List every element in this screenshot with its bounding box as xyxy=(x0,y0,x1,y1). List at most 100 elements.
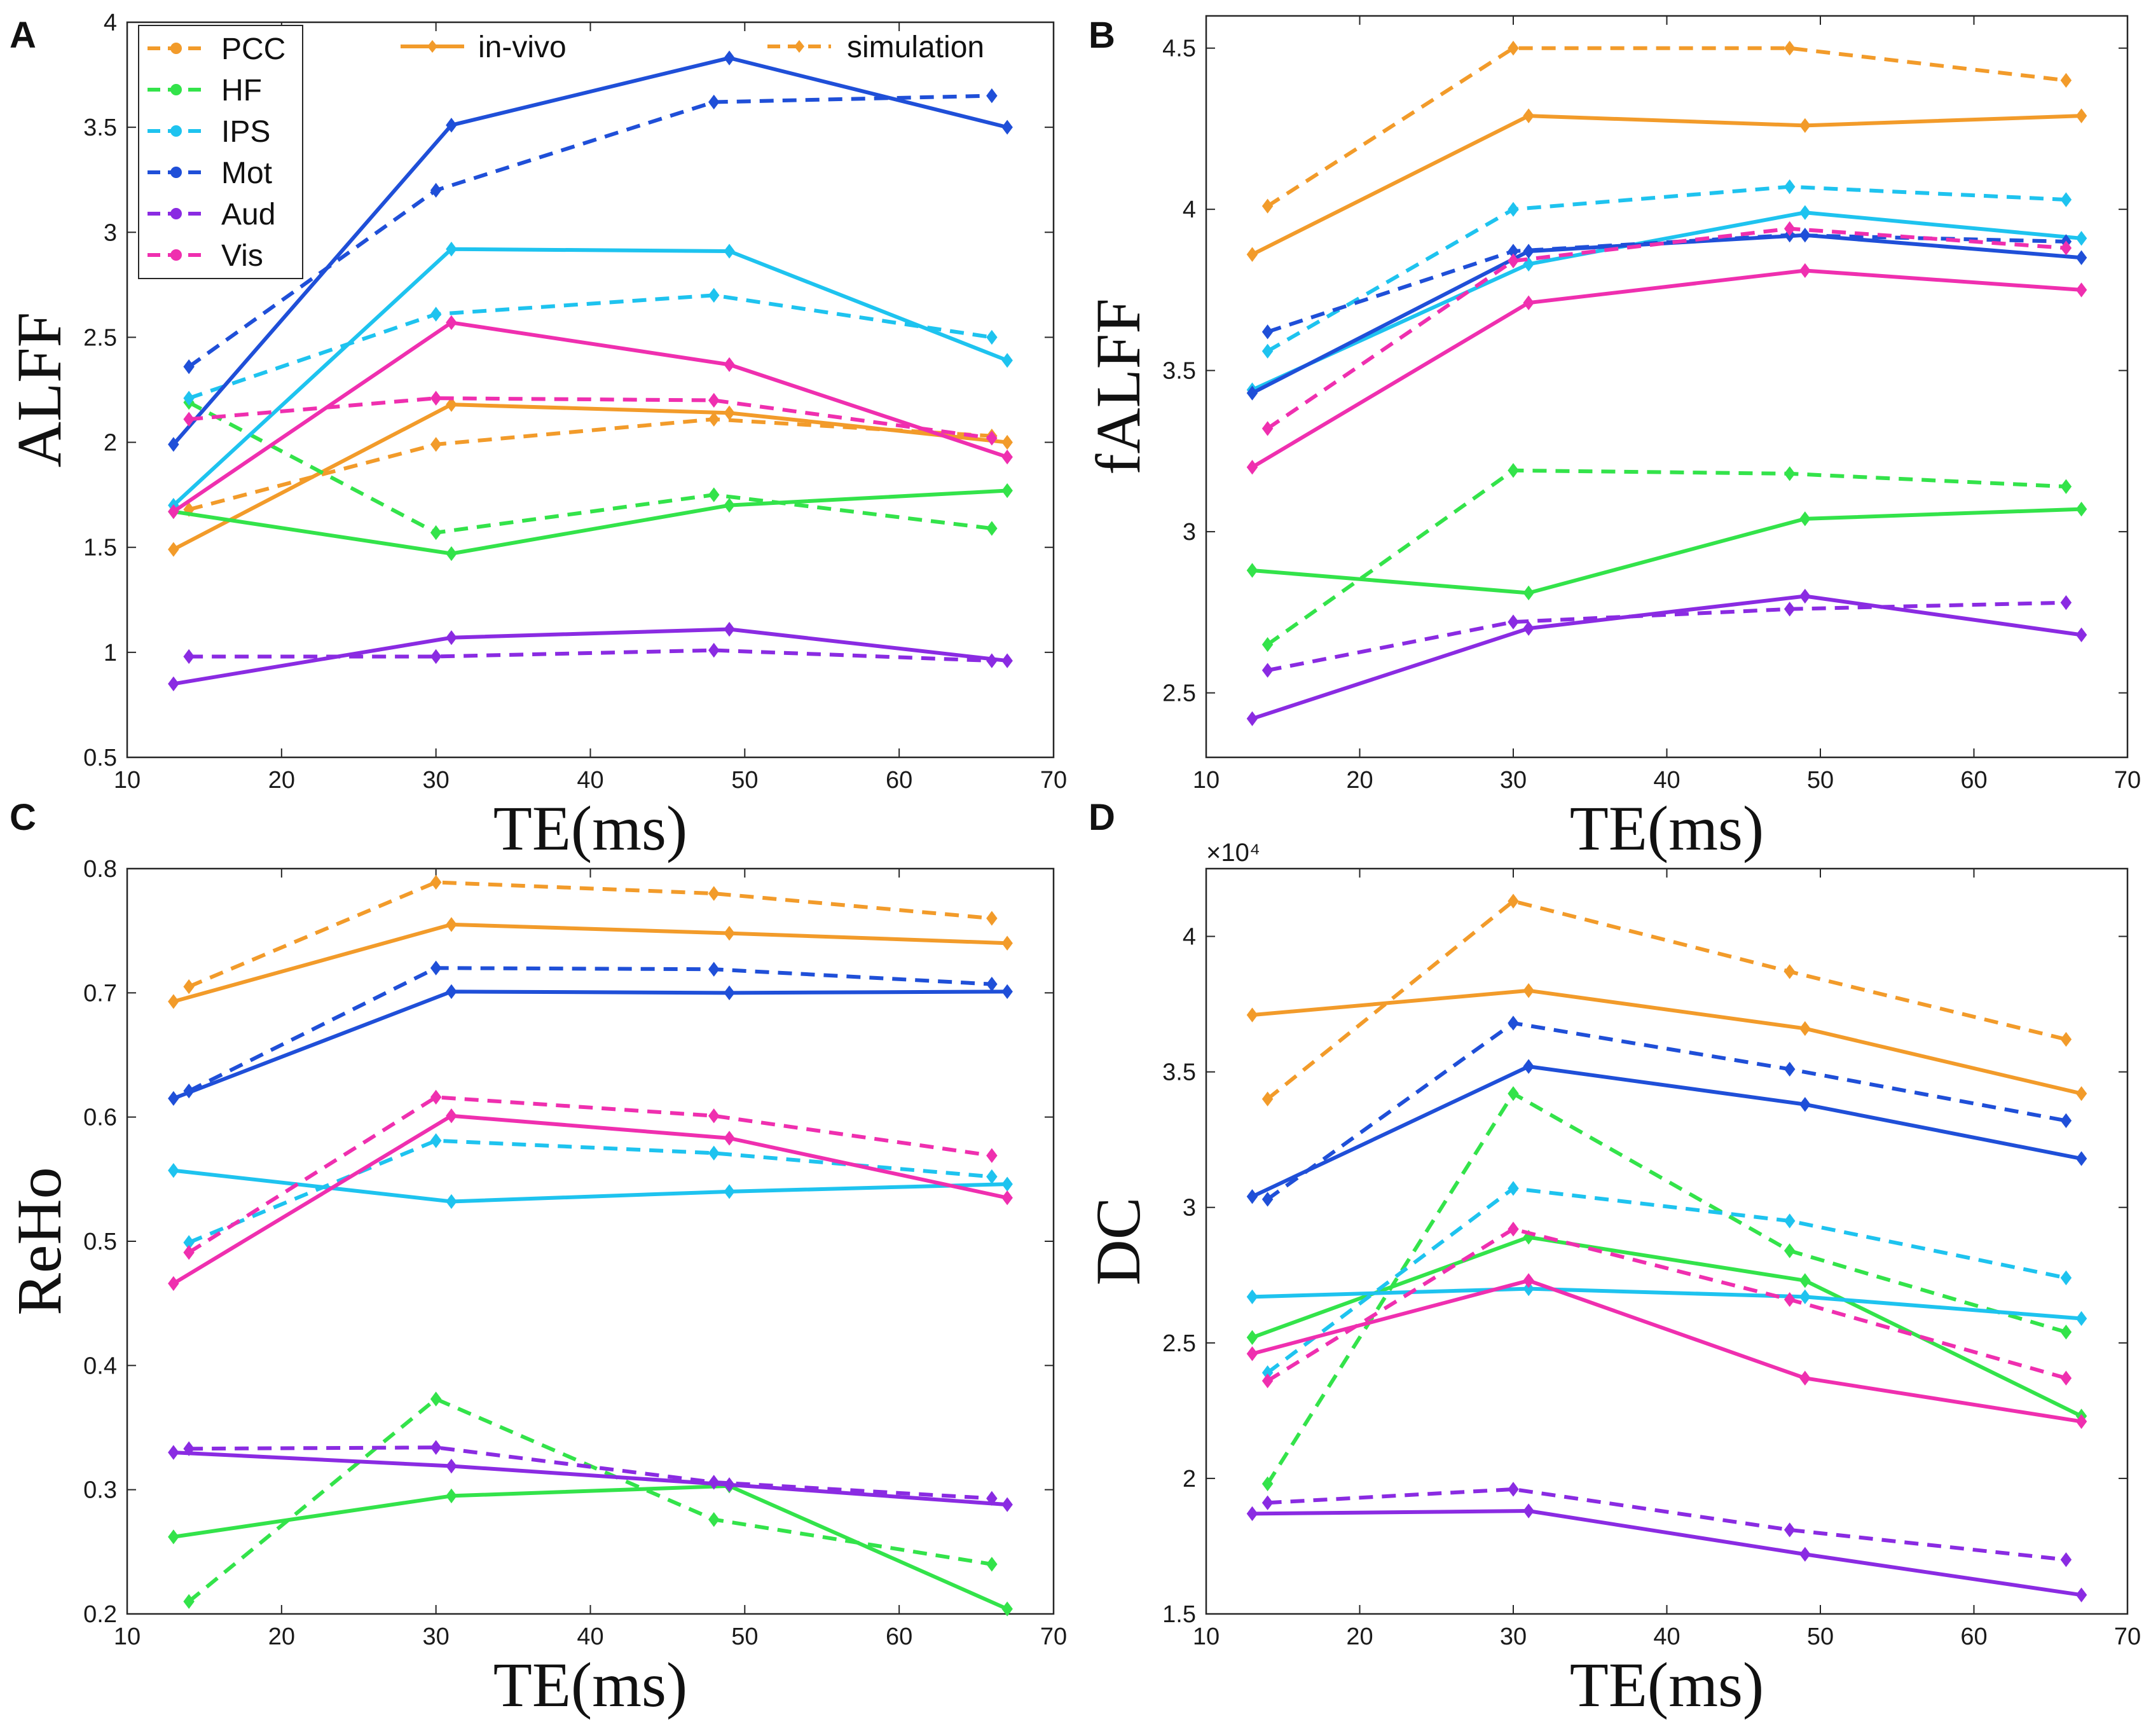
data-point-hf-invivo xyxy=(1246,563,1258,578)
series-hf xyxy=(1246,463,2087,652)
data-point-mot-invivo xyxy=(1246,385,1258,401)
data-point-vis-simulation xyxy=(708,392,720,408)
data-point-vis-simulation xyxy=(1783,1292,1796,1307)
x-tick-label: 20 xyxy=(1346,1623,1373,1650)
legend-label-mot: Mot xyxy=(221,156,272,190)
data-point-vis-invivo xyxy=(2075,282,2087,298)
data-point-pcc-invivo xyxy=(1523,108,1534,123)
y-tick-label: 0.8 xyxy=(83,856,117,883)
panel-a: A 10 20 30 40 50 60 70 0.5 1 1.5 2 2.5 3 3.5 4 TE(ms) ALF… xyxy=(4,10,1067,864)
data-point-aud-invivo xyxy=(1246,1506,1258,1521)
series-line-vis-simulation xyxy=(188,1095,993,1255)
data-point-ips-simulation xyxy=(430,307,442,322)
x-tick-label: 70 xyxy=(2114,767,2141,794)
data-point-pcc-simulation xyxy=(1508,41,1519,56)
series-line-vis-invivo xyxy=(172,320,1008,514)
data-point-pcc-invivo xyxy=(1523,983,1534,998)
series-line-vis-simulation xyxy=(1266,226,2066,431)
series-line-pcc-simulation xyxy=(1266,46,2066,208)
data-point-vis-invivo xyxy=(1246,1346,1258,1361)
series-mot xyxy=(168,50,1013,452)
data-point-pcc-simulation xyxy=(430,874,442,890)
data-point-hf-invivo xyxy=(1523,585,1534,601)
x-tick-label: 50 xyxy=(1807,1623,1834,1650)
data-point-hf-simulation xyxy=(986,1557,998,1572)
data-point-vis-invivo xyxy=(1523,295,1534,310)
x-tick-label: 30 xyxy=(423,1623,450,1650)
data-point-vis-invivo xyxy=(1246,460,1258,475)
series-line-vis-invivo xyxy=(1251,268,2082,469)
data-point-ips-simulation xyxy=(430,1133,442,1148)
legend-label-simulation: simulation xyxy=(847,31,984,64)
x-axis-title: TE(ms) xyxy=(493,1650,687,1720)
y-exponent-label: ×10⁴ xyxy=(1206,839,1260,867)
series-line-hf-invivo xyxy=(173,488,1008,556)
series-line-vis-simulation xyxy=(1267,1227,2067,1383)
x-tick-label: 40 xyxy=(577,1623,603,1650)
data-point-ips-simulation xyxy=(1783,1213,1796,1229)
y-tick-label: 2 xyxy=(1183,1466,1196,1492)
data-point-aud-simulation xyxy=(183,649,195,665)
x-tick-label: 30 xyxy=(1500,767,1527,794)
series-ips xyxy=(168,242,1013,513)
series-line-pcc-invivo xyxy=(173,922,1008,1003)
series-pcc xyxy=(168,874,1013,1009)
panel-b: B 10 20 30 40 50 60 70 2.5 3 3.5 4 4.5 TE(ms) fALFF xyxy=(1083,15,2141,864)
data-point-mot-simulation xyxy=(1261,1192,1274,1207)
data-point-aud-simulation xyxy=(1508,1482,1519,1497)
data-point-aud-invivo xyxy=(446,630,457,645)
data-point-mot-invivo xyxy=(1799,228,1811,243)
data-point-hf-invivo xyxy=(1246,1330,1258,1345)
data-point-pcc-invivo xyxy=(446,917,457,932)
data-point-hf-simulation xyxy=(2060,1325,2072,1340)
data-point-pcc-simulation xyxy=(430,437,442,452)
data-point-vis-invivo xyxy=(1523,1273,1534,1288)
data-point-hf-simulation xyxy=(2060,479,2072,494)
data-point-hf-simulation xyxy=(1261,637,1274,652)
data-point-aud-simulation xyxy=(1261,663,1274,678)
data-point-vis-simulation xyxy=(708,1108,720,1124)
x-tick-label: 40 xyxy=(1653,767,1680,794)
data-point-ips-simulation xyxy=(2060,192,2072,207)
data-point-hf-invivo xyxy=(168,1529,179,1545)
data-point-vis-invivo xyxy=(1001,450,1013,465)
x-tick-label: 10 xyxy=(1193,767,1220,794)
data-point-mot-invivo xyxy=(2075,1151,2087,1166)
series-aud xyxy=(1246,588,2087,726)
panel-d: D 10 20 30 40 50 60 70 1.5 2 2.5 3 3.5 4 TE(ms) DC ×10⁴ xyxy=(1083,797,2141,1720)
data-point-aud-simulation xyxy=(1261,1495,1274,1510)
y-tick-label: 0.7 xyxy=(83,980,117,1007)
series-pcc xyxy=(168,397,1013,557)
series-line-hf-invivo xyxy=(1251,1235,2082,1418)
series-line-aud-invivo xyxy=(1251,594,2082,721)
series-vis xyxy=(1246,1222,2087,1429)
data-point-ips-invivo xyxy=(2075,1311,2087,1326)
data-point-aud-simulation xyxy=(986,1491,998,1506)
data-point-pcc-simulation xyxy=(708,411,720,427)
data-point-pcc-simulation xyxy=(2060,1031,2072,1047)
series-line-mot-simulation xyxy=(188,93,992,369)
data-point-hf-simulation xyxy=(1783,1243,1796,1258)
data-point-ips-simulation xyxy=(986,329,998,345)
data-point-vis-invivo xyxy=(168,1276,179,1292)
data-point-ips-invivo xyxy=(724,1184,735,1199)
data-point-mot-simulation xyxy=(430,960,442,975)
data-point-ips-invivo xyxy=(2075,231,2087,246)
data-point-aud-simulation xyxy=(986,653,998,668)
data-point-mot-invivo xyxy=(1523,1059,1534,1074)
data-point-mot-simulation xyxy=(986,88,998,104)
x-tick-label: 40 xyxy=(577,767,603,794)
data-point-aud-invivo xyxy=(168,1445,179,1460)
panel-letter: D xyxy=(1089,797,1115,838)
y-tick-label: 3 xyxy=(1183,1195,1196,1222)
series-vis xyxy=(168,1089,1013,1292)
legend-marker-vis xyxy=(170,249,182,261)
data-point-aud-simulation xyxy=(430,1440,442,1455)
data-point-mot-invivo xyxy=(1799,1097,1811,1112)
data-point-hf-invivo xyxy=(1001,1601,1013,1616)
data-point-hf-simulation xyxy=(430,525,442,541)
series-line-vis-invivo xyxy=(172,1113,1008,1285)
series-line-aud-simulation xyxy=(189,1445,993,1501)
data-point-pcc-invivo xyxy=(2075,108,2087,123)
